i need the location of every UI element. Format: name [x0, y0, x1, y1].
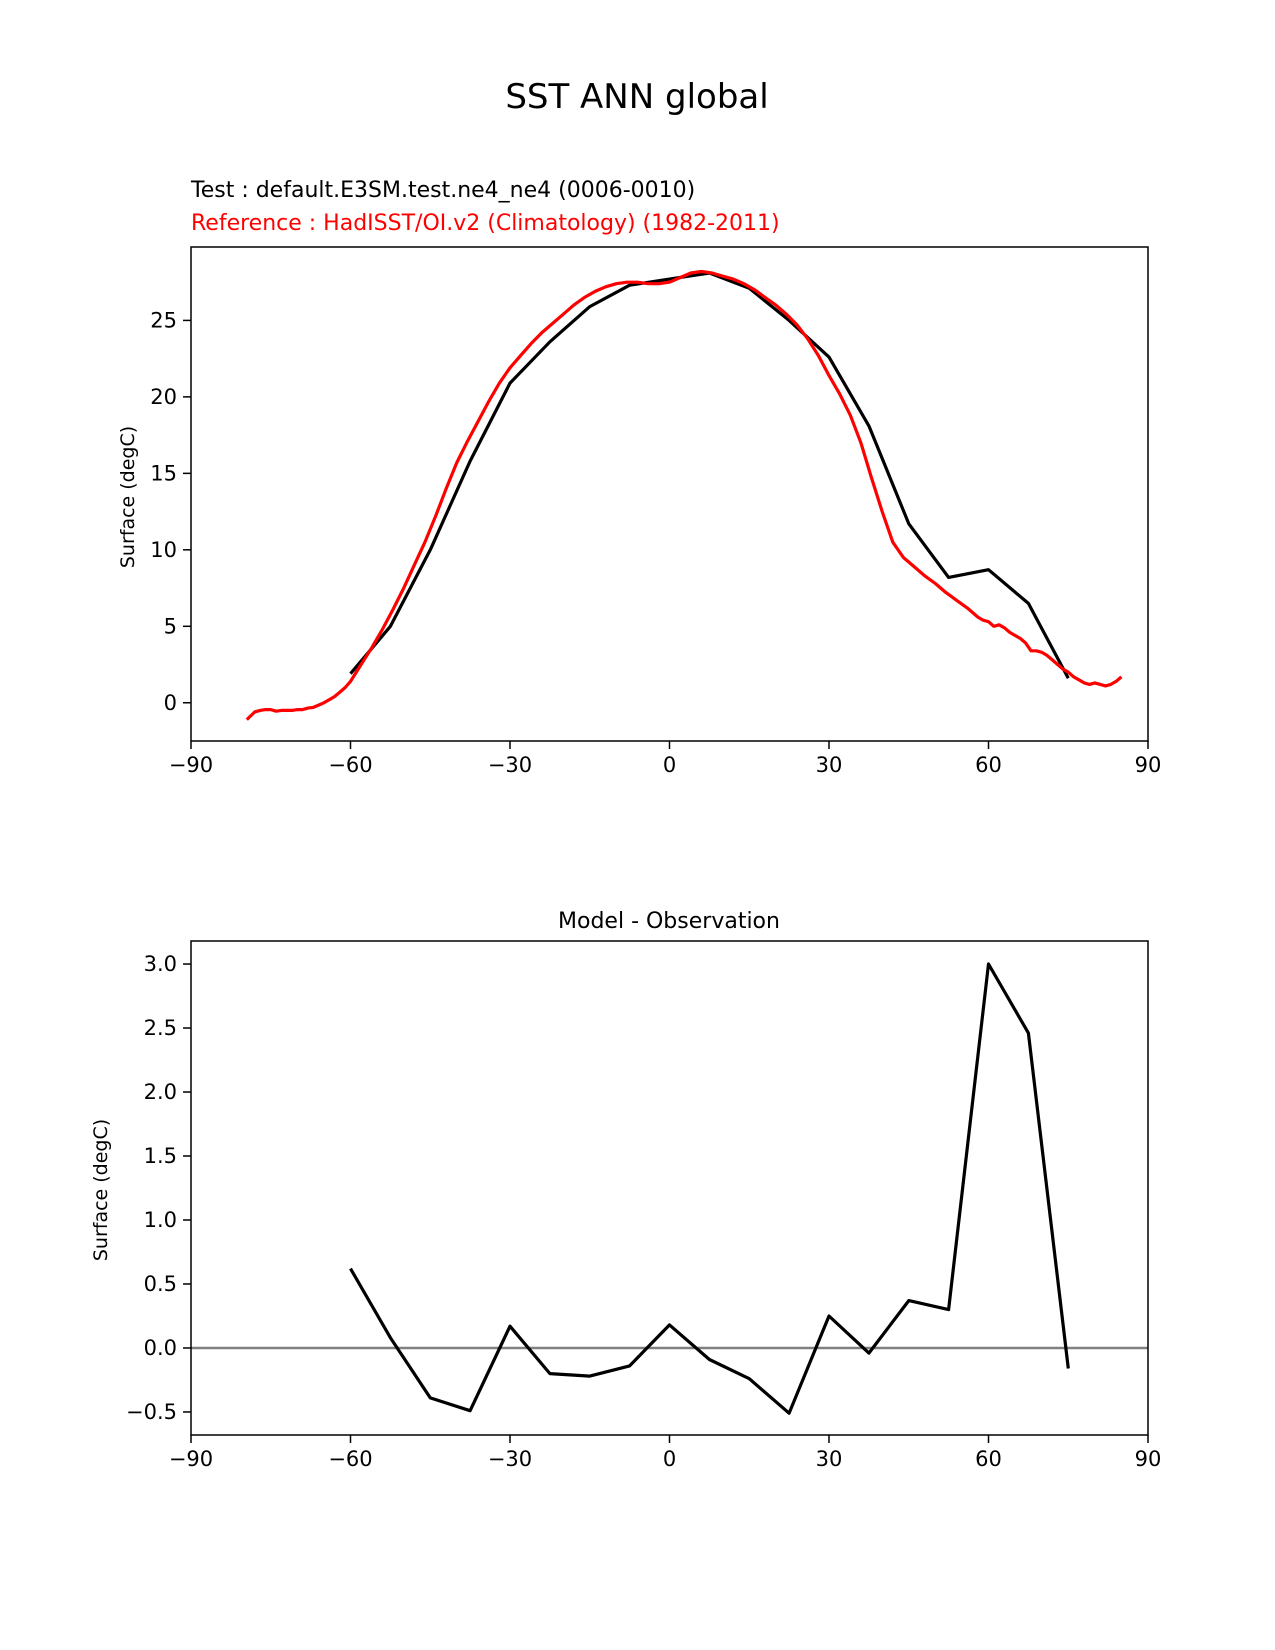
reference-title: Reference : HadISST/OI.v2 (Climatology) … — [191, 211, 780, 236]
bottom-x-tick-label: 90 — [1135, 1447, 1162, 1471]
bottom-x-tick-label: 30 — [816, 1447, 843, 1471]
top-series-reference — [245, 269, 1123, 721]
top-y-tick-label: 0 — [164, 691, 177, 715]
top-plot-frame — [190, 246, 1149, 742]
top-x-tick-label: 0 — [663, 753, 676, 777]
top-x-tick-label: 90 — [1135, 753, 1162, 777]
top-x-tick-label: 30 — [816, 753, 843, 777]
top-y-tick-label: 5 — [164, 614, 177, 638]
test-title: Test : default.E3SM.test.ne4_ne4 (0006-0… — [190, 178, 695, 203]
bottom-plot-frame — [190, 940, 1149, 1436]
bottom-y-tick-label: −0.5 — [126, 1400, 177, 1424]
top-y-tick-label: 20 — [150, 385, 177, 409]
bottom-y-tick-label: 0.5 — [144, 1272, 177, 1296]
top-x-tick-label: −60 — [328, 753, 372, 777]
top-y-tick-label: 25 — [150, 308, 177, 332]
bottom-x-tick-label: −60 — [328, 1447, 372, 1471]
bottom-x-tick-label: 60 — [975, 1447, 1002, 1471]
bottom-y-tick-label: 1.0 — [144, 1208, 177, 1232]
top-y-tick-label: 15 — [150, 461, 177, 485]
bottom-x-tick-label: −30 — [488, 1447, 532, 1471]
figure-title: SST ANN global — [505, 77, 768, 117]
top-y-tick-label: 10 — [150, 538, 177, 562]
bottom-chart: Model - Observation Surface (degC) −90 −6… — [90, 909, 1161, 1471]
top-chart: Test : default.E3SM.test.ne4_ne4 (0006-0… — [117, 178, 1161, 777]
top-x-tick-label: −90 — [169, 753, 213, 777]
bottom-x-tick-label: −90 — [169, 1447, 213, 1471]
bottom-y-axis-label: Surface (degC) — [90, 1119, 112, 1261]
bottom-x-tick-label: 0 — [663, 1447, 676, 1471]
top-x-tick-label: −30 — [488, 753, 532, 777]
bottom-series-model-observation — [349, 962, 1070, 1415]
top-x-tick-label: 60 — [975, 753, 1002, 777]
bottom-y-tick-label: 0.0 — [144, 1336, 177, 1360]
bottom-y-tick-label: 3.0 — [144, 952, 177, 976]
bottom-y-tick-label: 2.0 — [144, 1080, 177, 1104]
diff-title: Model - Observation — [558, 909, 780, 934]
bottom-y-tick-label: 2.5 — [144, 1016, 177, 1040]
top-series-test — [349, 271, 1070, 680]
bottom-y-tick-label: 1.5 — [144, 1144, 177, 1168]
top-y-axis-label: Surface (degC) — [117, 426, 139, 568]
